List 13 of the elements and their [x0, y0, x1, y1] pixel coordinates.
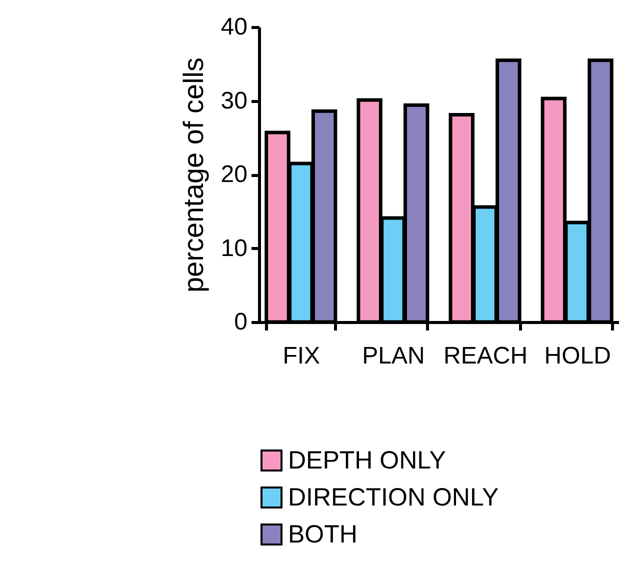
legend-label: DEPTH ONLY [288, 446, 446, 474]
y-axis-title: percentage of cells [178, 57, 209, 293]
y-tick-label: 0 [234, 308, 248, 336]
y-tick-label: 40 [220, 14, 248, 40]
x-tick-label: HOLD [544, 342, 611, 370]
legend-label: DIRECTION ONLY [288, 484, 499, 512]
x-tick-label: REACH [444, 342, 528, 370]
y-tick-label: 10 [220, 234, 248, 262]
y-tick-label: 20 [220, 161, 248, 188]
legend-label: BOTH [288, 520, 358, 548]
y-tick-label: 30 [220, 87, 248, 114]
x-tick-label: FIX [282, 342, 320, 370]
x-tick-label: PLAN [362, 342, 425, 370]
